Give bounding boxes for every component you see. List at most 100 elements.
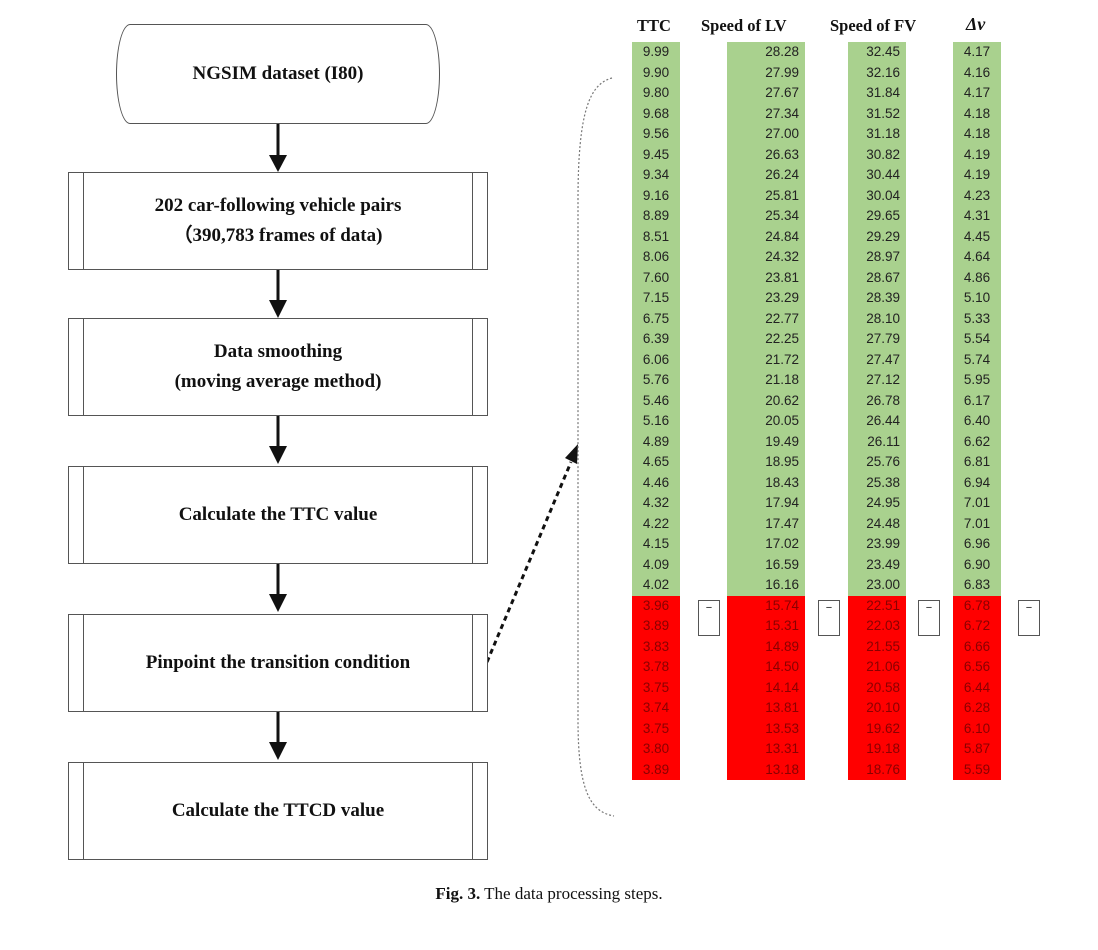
transition-marker-fv: − xyxy=(918,600,940,636)
cell-ttc-9: 8.51 xyxy=(632,226,680,247)
cell-speed-fv-29: 21.55 xyxy=(848,636,906,657)
cell-ttc-24: 4.15 xyxy=(632,534,680,555)
cell-delta-v-19: 6.62 xyxy=(953,431,1001,452)
cell-delta-v-29: 6.66 xyxy=(953,636,1001,657)
cell-ttc-10: 8.06 xyxy=(632,247,680,268)
step-vehicle-pairs-line2: （390,783 frames of data) xyxy=(173,225,383,246)
cell-delta-v-0: 4.17 xyxy=(953,42,1001,63)
cell-speed-lv-30: 14.50 xyxy=(727,657,805,678)
cell-speed-fv-2: 31.84 xyxy=(848,83,906,104)
cell-delta-v-17: 6.17 xyxy=(953,390,1001,411)
cell-delta-v-27: 6.78 xyxy=(953,595,1001,616)
cell-delta-v-30: 6.56 xyxy=(953,657,1001,678)
cell-speed-lv-8: 25.34 xyxy=(727,206,805,227)
cell-delta-v-32: 6.28 xyxy=(953,698,1001,719)
cell-delta-v-33: 6.10 xyxy=(953,718,1001,739)
cell-speed-lv-0: 28.28 xyxy=(727,42,805,63)
cell-speed-fv-10: 28.97 xyxy=(848,247,906,268)
cell-delta-v-28: 6.72 xyxy=(953,616,1001,637)
cell-speed-fv-0: 32.45 xyxy=(848,42,906,63)
cell-ttc-1: 9.90 xyxy=(632,62,680,83)
cell-speed-fv-8: 29.65 xyxy=(848,206,906,227)
flow-arrow-4 xyxy=(269,564,287,612)
cell-ttc-13: 6.75 xyxy=(632,308,680,329)
cell-ttc-19: 4.89 xyxy=(632,431,680,452)
step-data-smoothing-line1: Data smoothing xyxy=(213,341,343,362)
cell-delta-v-9: 4.45 xyxy=(953,226,1001,247)
cell-delta-v-1: 4.16 xyxy=(953,62,1001,83)
cell-delta-v-2: 4.17 xyxy=(953,83,1001,104)
cell-ttc-33: 3.75 xyxy=(632,718,680,739)
cell-ttc-8: 8.89 xyxy=(632,206,680,227)
cell-speed-lv-35: 13.18 xyxy=(727,759,805,780)
transition-marker-fv-glyph: − xyxy=(925,602,933,614)
cell-speed-lv-14: 22.25 xyxy=(727,329,805,350)
cell-delta-v-34: 5.87 xyxy=(953,739,1001,760)
cell-ttc-20: 4.65 xyxy=(632,452,680,473)
caption-label: Fig. 3. xyxy=(435,884,481,903)
cell-ttc-0: 9.99 xyxy=(632,42,680,63)
cell-speed-fv-4: 31.18 xyxy=(848,124,906,145)
cell-speed-fv-18: 26.44 xyxy=(848,411,906,432)
header-speed-lv: Speed of LV xyxy=(701,16,787,35)
cell-speed-lv-27: 15.74 xyxy=(727,595,805,616)
cell-speed-lv-32: 13.81 xyxy=(727,698,805,719)
cell-speed-lv-21: 18.43 xyxy=(727,472,805,493)
cell-ttc-2: 9.80 xyxy=(632,83,680,104)
cell-speed-lv-22: 17.94 xyxy=(727,493,805,514)
cell-speed-lv-25: 16.59 xyxy=(727,554,805,575)
cell-delta-v-31: 6.44 xyxy=(953,677,1001,698)
header-ttc: TTC xyxy=(637,16,671,35)
cell-speed-fv-19: 26.11 xyxy=(848,431,906,452)
cell-speed-lv-19: 19.49 xyxy=(727,431,805,452)
cell-speed-fv-14: 27.79 xyxy=(848,329,906,350)
cell-ttc-35: 3.89 xyxy=(632,759,680,780)
cell-delta-v-13: 5.33 xyxy=(953,308,1001,329)
cell-delta-v-4: 4.18 xyxy=(953,124,1001,145)
cell-speed-fv-31: 20.58 xyxy=(848,677,906,698)
cell-delta-v-22: 7.01 xyxy=(953,493,1001,514)
step-calculate-ttc: Calculate the TTC value xyxy=(68,466,488,564)
transition-marker-dv-glyph: − xyxy=(1025,602,1033,614)
step-data-smoothing-line2: (moving average method) xyxy=(174,371,382,392)
cell-speed-fv-30: 21.06 xyxy=(848,657,906,678)
cell-ttc-12: 7.15 xyxy=(632,288,680,309)
cell-speed-fv-3: 31.52 xyxy=(848,103,906,124)
cell-ttc-3: 9.68 xyxy=(632,103,680,124)
cell-delta-v-16: 5.95 xyxy=(953,370,1001,391)
flow-arrow-2 xyxy=(269,270,287,318)
header-speed-fv: Speed of FV xyxy=(830,16,917,35)
transition-marker-ttc-glyph: − xyxy=(705,602,713,614)
cell-speed-lv-9: 24.84 xyxy=(727,226,805,247)
cell-speed-lv-28: 15.31 xyxy=(727,616,805,637)
flow-arrow-5 xyxy=(269,712,287,760)
transition-marker-lv: − xyxy=(818,600,840,636)
cell-ttc-7: 9.16 xyxy=(632,185,680,206)
cell-delta-v-24: 6.96 xyxy=(953,534,1001,555)
table-bracket xyxy=(577,77,615,817)
cell-speed-fv-17: 26.78 xyxy=(848,390,906,411)
cell-ttc-34: 3.80 xyxy=(632,739,680,760)
cell-speed-fv-35: 18.76 xyxy=(848,759,906,780)
step-pinpoint-transition: Pinpoint the transition condition xyxy=(68,614,488,712)
cell-delta-v-23: 7.01 xyxy=(953,513,1001,534)
cell-speed-lv-4: 27.00 xyxy=(727,124,805,145)
cell-speed-lv-18: 20.05 xyxy=(727,411,805,432)
cell-speed-lv-10: 24.32 xyxy=(727,247,805,268)
step-pinpoint-transition-line1: Pinpoint the transition condition xyxy=(145,652,411,673)
cell-ttc-30: 3.78 xyxy=(632,657,680,678)
cell-ttc-16: 5.76 xyxy=(632,370,680,391)
cell-speed-fv-5: 30.82 xyxy=(848,144,906,165)
cell-speed-fv-12: 28.39 xyxy=(848,288,906,309)
cell-ttc-15: 6.06 xyxy=(632,349,680,370)
flow-arrow-1 xyxy=(269,124,287,172)
cell-speed-fv-16: 27.12 xyxy=(848,370,906,391)
cell-speed-lv-3: 27.34 xyxy=(727,103,805,124)
cell-speed-fv-11: 28.67 xyxy=(848,267,906,288)
cell-speed-lv-7: 25.81 xyxy=(727,185,805,206)
cell-delta-v-15: 5.74 xyxy=(953,349,1001,370)
cell-speed-lv-1: 27.99 xyxy=(727,62,805,83)
step-data-smoothing: Data smoothing (moving average method) xyxy=(68,318,488,416)
column-delta-v: 4.17 4.16 4.17 4.18 4.18 4.19 4.19 4.23 4.31 4.45… xyxy=(953,42,1001,780)
cell-speed-fv-23: 24.48 xyxy=(848,513,906,534)
